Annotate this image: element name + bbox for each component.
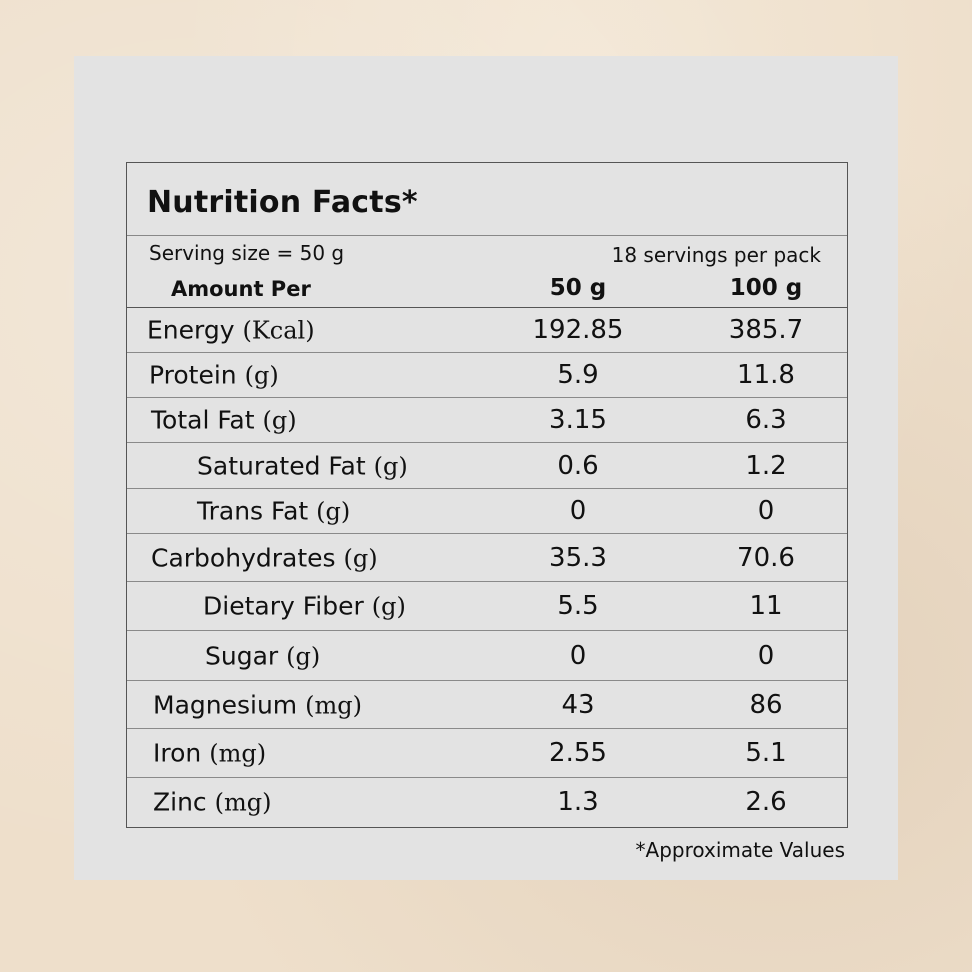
value-100g: 5.1 — [745, 738, 787, 768]
nutrient-name: Iron — [153, 738, 202, 768]
value-50g: 5.9 — [557, 360, 599, 390]
nutrient-label: Magnesium (mg) — [153, 690, 362, 719]
value-100g: 0 — [757, 496, 775, 526]
nutrient-label: Sugar (g) — [205, 641, 320, 670]
nutrient-row-energy: Energy (Kcal) 192.85 385.7 — [127, 308, 847, 353]
nutrient-unit: (g) — [286, 642, 321, 670]
nutrient-unit: (Kcal) — [242, 316, 315, 345]
nutrient-label: Trans Fat (g) — [197, 497, 350, 526]
servings-per-pack: 18 servings per pack — [611, 243, 821, 267]
nutrition-facts-title: Nutrition Facts* — [147, 185, 418, 220]
nutrient-row-dietary-fiber: Dietary Fiber (g) 5.5 11 — [127, 582, 847, 631]
approximate-values-footnote: *Approximate Values — [635, 838, 845, 862]
value-100g: 6.3 — [745, 405, 787, 435]
nutrient-row-magnesium: Magnesium (mg) 43 86 — [127, 681, 847, 729]
value-50g: 43 — [561, 689, 595, 720]
nutrient-unit: (g) — [316, 497, 351, 526]
nutrition-facts-panel: Nutrition Facts* Serving size = 50 g 18 … — [126, 162, 848, 828]
nutrient-unit: (mg) — [214, 788, 272, 816]
nutrient-unit: (g) — [262, 406, 297, 435]
nutrient-label: Iron (mg) — [153, 739, 266, 768]
nutrient-name: Saturated Fat — [197, 451, 366, 480]
nutrient-name: Sugar — [205, 641, 279, 670]
nutrient-row-trans-fat: Trans Fat (g) 0 0 — [127, 489, 847, 534]
value-50g: 1.3 — [557, 786, 599, 817]
nutrient-row-zinc: Zinc (mg) 1.3 2.6 — [127, 778, 847, 825]
nutrient-label: Saturated Fat (g) — [197, 451, 408, 480]
serving-size: Serving size = 50 g — [149, 241, 345, 265]
nutrient-unit: (g) — [373, 452, 408, 480]
nutrient-name: Protein — [149, 360, 237, 390]
value-50g: 5.5 — [557, 591, 599, 621]
nutrient-unit: (g) — [371, 592, 406, 621]
nutrient-label: Total Fat (g) — [151, 406, 297, 435]
nutrient-unit: (g) — [343, 544, 378, 572]
nutrient-row-sugar: Sugar (g) 0 0 — [127, 631, 847, 681]
value-100g: 2.6 — [745, 786, 787, 817]
nutrient-name: Carbohydrates — [151, 543, 336, 572]
header-divider — [127, 307, 847, 308]
value-50g: 2.55 — [549, 738, 607, 768]
value-50g: 35.3 — [549, 542, 607, 573]
nutrient-name: Dietary Fiber — [203, 591, 364, 621]
value-100g: 86 — [749, 689, 783, 720]
value-50g: 3.15 — [549, 405, 607, 435]
nutrient-row-saturated-fat: Saturated Fat (g) 0.6 1.2 — [127, 443, 847, 489]
nutrient-row-protein: Protein (g) 5.9 11.8 — [127, 353, 847, 398]
value-100g: 70.6 — [737, 542, 795, 573]
value-100g: 385.7 — [728, 315, 804, 345]
nutrient-name: Zinc — [153, 787, 207, 816]
nutrient-rows: Energy (Kcal) 192.85 385.7 Protein (g) 5… — [127, 308, 847, 825]
nutrient-name: Magnesium — [153, 690, 298, 719]
nutrient-label: Carbohydrates (g) — [151, 543, 378, 572]
value-100g: 0 — [757, 640, 775, 671]
nutrient-name: Total Fat — [151, 405, 255, 435]
value-100g: 11 — [749, 591, 783, 621]
nutrient-label: Protein (g) — [149, 361, 279, 390]
nutrient-label: Zinc (mg) — [153, 787, 271, 816]
nutrient-label: Energy (Kcal) — [147, 316, 315, 345]
amount-per-label: Amount Per — [171, 277, 311, 301]
nutrient-unit: (mg) — [305, 691, 362, 719]
nutrient-unit: (mg) — [209, 739, 267, 768]
nutrient-name: Trans Fat — [197, 496, 309, 526]
value-100g: 11.8 — [737, 360, 795, 390]
value-100g: 1.2 — [745, 450, 787, 481]
title-row: Nutrition Facts* — [127, 163, 847, 236]
nutrient-row-iron: Iron (mg) 2.55 5.1 — [127, 729, 847, 778]
nutrient-label: Dietary Fiber (g) — [203, 592, 406, 621]
nutrient-unit: (g) — [244, 361, 279, 390]
value-50g: 192.85 — [532, 315, 624, 345]
value-50g: 0 — [569, 640, 587, 671]
column-header-100g: 100 g — [729, 275, 803, 301]
value-50g: 0.6 — [557, 450, 599, 481]
nutrient-row-total-fat: Total Fat (g) 3.15 6.3 — [127, 398, 847, 443]
nutrient-row-carbohydrates: Carbohydrates (g) 35.3 70.6 — [127, 534, 847, 582]
value-50g: 0 — [569, 496, 587, 526]
label-card — [74, 56, 898, 880]
column-header-50g: 50 g — [549, 275, 607, 301]
nutrient-name: Energy — [147, 315, 235, 345]
